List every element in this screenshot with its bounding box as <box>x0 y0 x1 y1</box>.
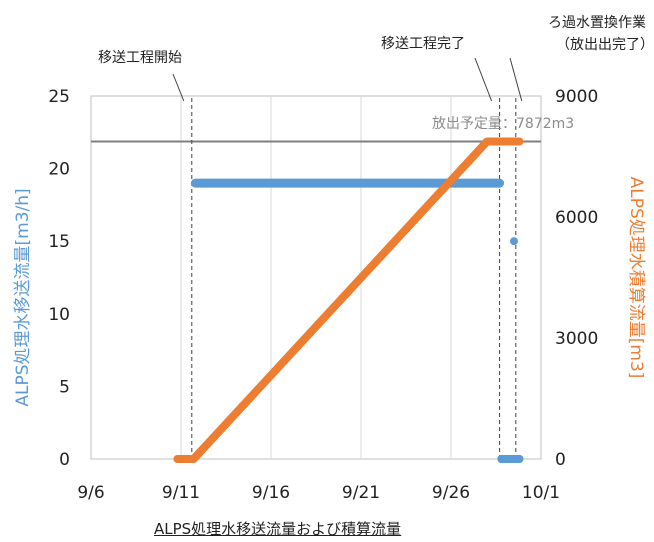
x-tick-label: 10/1 <box>522 483 560 503</box>
y-right-tick-label: 6000 <box>555 208 598 228</box>
x-axis-title: ALPS処理水移送流量および積算流量 <box>154 520 402 538</box>
y-right-axis-title: ALPS処理水積算流量[m3] <box>626 177 646 379</box>
y-left-tick-label: 20 <box>48 160 70 180</box>
y-right-tick-label: 3000 <box>555 329 598 349</box>
transfer-flow-point <box>495 179 504 188</box>
plot-frame <box>90 95 542 460</box>
annotation-arrow <box>509 57 523 102</box>
y-left-tick-label: 15 <box>48 232 70 252</box>
transfer-flow-point <box>339 179 347 188</box>
cumulative-flow-line <box>173 137 524 463</box>
y-left-tick-label: 5 <box>59 377 70 397</box>
annotation-arrow <box>474 57 493 102</box>
annotation-transfer-complete: 移送工程完了 <box>381 36 465 52</box>
planned-discharge-label: 放出予定量：7872m3 <box>432 116 575 132</box>
y-left-tick-label: 0 <box>59 450 70 470</box>
y-right-tick-label: 0 <box>555 450 566 470</box>
series-cumulative-flow <box>173 137 524 463</box>
y-left-tick-label: 25 <box>48 87 70 107</box>
annotation-arrow <box>172 73 185 102</box>
annotation-filtered-water-replacement: ろ過水置換作業 <box>548 15 646 31</box>
transfer-flow-point <box>510 237 518 246</box>
y-left-axis-title: ALPS処理水移送流量[m3/h] <box>13 188 33 406</box>
transfer-flow-point <box>249 179 257 188</box>
transfer-flow-point <box>191 179 200 188</box>
x-tick-label: 9/11 <box>162 483 200 503</box>
annotation-discharge-complete: （放出出完了） <box>556 37 654 53</box>
x-tick-label: 9/21 <box>342 483 380 503</box>
transfer-flow-point <box>429 179 437 188</box>
x-tick-label: 9/16 <box>252 483 290 503</box>
y-left-tick-label: 10 <box>48 305 70 325</box>
y-right-tick-label: 9000 <box>555 87 598 107</box>
x-tick-label: 9/26 <box>432 483 470 503</box>
x-tick-label: 9/6 <box>77 483 104 503</box>
annotation-transfer-start: 移送工程開始 <box>98 50 182 66</box>
